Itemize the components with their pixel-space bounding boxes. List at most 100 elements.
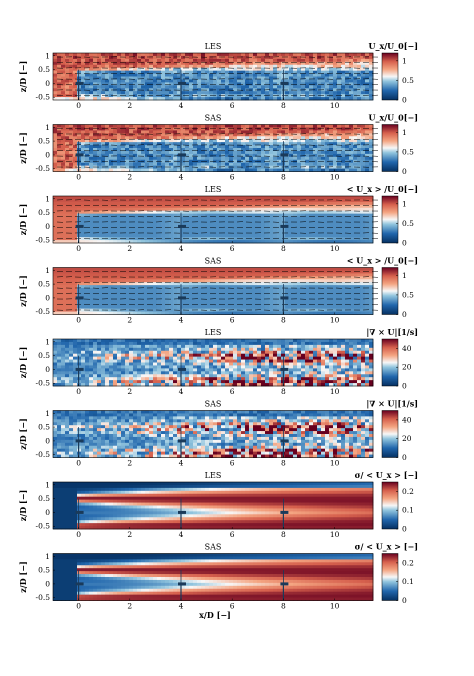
heatmap-cell	[369, 228, 374, 232]
heatmap-cell	[121, 168, 126, 172]
heatmap-cell	[341, 165, 346, 169]
heatmap-cell	[73, 165, 78, 169]
heatmap-cell	[329, 64, 334, 69]
heatmap-cell	[149, 168, 154, 172]
heatmap-cell	[153, 210, 158, 215]
quiver-arrows	[56, 127, 379, 168]
heatmap-cell	[177, 53, 182, 57]
heatmap-cell	[345, 219, 350, 223]
heatmap-cell	[321, 216, 326, 220]
heatmap-cell	[321, 79, 326, 83]
heatmap-cell	[185, 85, 190, 89]
heatmap-cell	[173, 237, 178, 241]
heatmap-cell	[349, 165, 354, 169]
heatmap-cell	[249, 204, 254, 209]
heatmap-cell	[53, 216, 58, 220]
heatmap-cell	[217, 133, 222, 137]
heatmap-cell	[261, 234, 266, 238]
heatmap-cell	[241, 198, 246, 203]
heatmap-cell	[341, 198, 346, 203]
heatmap-cell	[73, 282, 78, 286]
heatmap-cell	[289, 201, 294, 206]
heatmap-cell	[237, 219, 242, 223]
heatmap-cell	[137, 222, 142, 226]
heatmap-cell	[125, 168, 130, 172]
heatmap-cell	[93, 219, 98, 223]
heatmap-cell	[61, 311, 66, 315]
heatmap-cell	[57, 216, 62, 220]
heatmap-cell	[65, 148, 70, 152]
heatmap-cell	[205, 222, 210, 226]
heatmap-cell	[177, 97, 182, 101]
heatmap-cell	[121, 198, 126, 203]
heatmap-cell	[113, 150, 118, 155]
heatmap-cell	[121, 91, 126, 95]
heatmap-cell	[165, 145, 170, 149]
heatmap-cell	[277, 153, 282, 158]
x-tick-label: 0	[76, 244, 81, 253]
heatmap-cell	[157, 73, 162, 77]
heatmap-cell	[117, 58, 122, 63]
heatmap-cell	[293, 145, 298, 149]
heatmap-cell	[233, 142, 238, 146]
heatmap-cell	[265, 55, 270, 60]
heatmap-cell	[301, 240, 306, 244]
heatmap-cell	[341, 204, 346, 209]
heatmap-cell	[237, 196, 242, 200]
heatmap-cell	[261, 97, 266, 101]
heatmap-cell	[69, 53, 74, 57]
heatmap-cell	[153, 204, 158, 209]
heatmap-cell	[369, 85, 374, 89]
heatmap-cell	[61, 207, 66, 212]
heatmap-cell	[129, 64, 134, 69]
heatmap-cell	[305, 136, 310, 140]
heatmap-cell	[149, 64, 154, 69]
heatmap-cell	[337, 222, 342, 226]
heatmap-cell	[325, 228, 330, 232]
heatmap-cell	[85, 288, 90, 292]
heatmap-cell	[249, 234, 254, 238]
heatmap-cell	[309, 136, 314, 140]
heatmap-cell	[73, 305, 78, 310]
heatmap-cell	[161, 162, 166, 167]
heatmap-cell	[349, 82, 354, 86]
heatmap-cell	[85, 273, 90, 277]
heatmap-cell	[265, 61, 270, 66]
heatmap-cell	[297, 165, 302, 169]
turbine-marker	[75, 141, 84, 172]
heatmap-cell	[125, 64, 130, 69]
heatmap-cell	[365, 73, 370, 77]
heatmap-cell	[237, 240, 242, 244]
heatmap-cell	[173, 222, 178, 226]
heatmap-cell	[257, 153, 262, 158]
heatmap-cell	[165, 222, 170, 226]
heatmap-cell	[321, 124, 326, 128]
heatmap-cell	[289, 91, 294, 95]
heatmap-cell	[89, 142, 94, 146]
heatmap-cell	[273, 91, 278, 95]
heatmap-cell	[217, 201, 222, 206]
heatmap-cell	[361, 79, 366, 83]
heatmap-cell	[325, 127, 330, 131]
heatmap-cell	[69, 311, 74, 315]
heatmap-cell	[277, 237, 282, 241]
heatmap-cell	[89, 198, 94, 203]
heatmap-cell	[221, 64, 226, 69]
heatmap-cell	[285, 196, 290, 200]
heatmap-cell	[361, 150, 366, 155]
heatmap-cell	[157, 237, 162, 241]
heatmap-cell	[349, 216, 354, 220]
heatmap-cell	[345, 136, 350, 140]
heatmap-cell	[181, 148, 186, 152]
heatmap-cell	[329, 159, 334, 164]
heatmap-cell	[313, 58, 318, 63]
heatmap-cell	[125, 73, 130, 77]
heatmap-cell	[313, 240, 318, 244]
heatmap-cell	[121, 127, 126, 131]
heatmap-cell	[113, 58, 118, 63]
heatmap-cell	[305, 225, 310, 229]
heatmap-cell	[157, 213, 162, 217]
heatmap-cell	[253, 237, 258, 241]
heatmap-cell	[257, 130, 262, 134]
heatmap-cell	[329, 225, 334, 229]
